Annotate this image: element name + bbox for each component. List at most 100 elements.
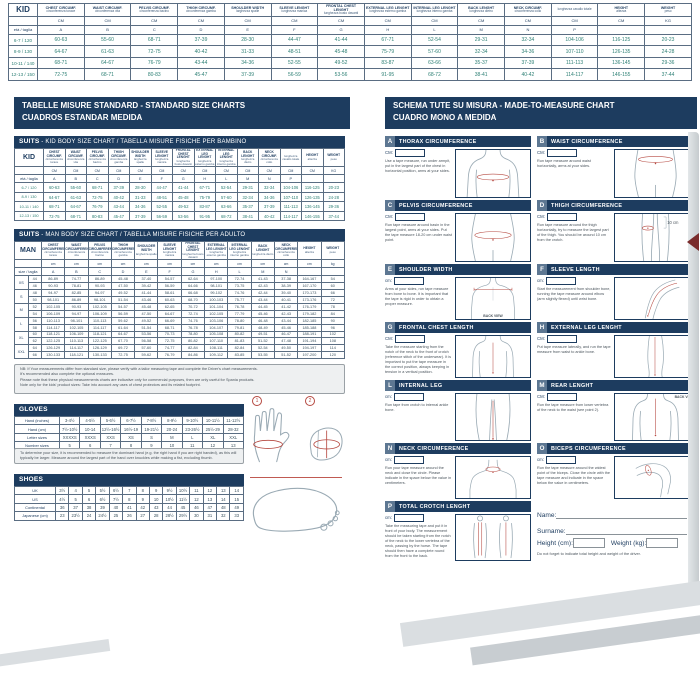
figure-biceps [614,456,697,499]
table-cell: 66 [320,289,346,298]
table-cell: 75-79 [193,191,216,203]
table-cell: 27 [135,511,150,521]
section-instructions: CM: Put tape measure laterally, and run … [537,335,611,354]
table-cell: 40-41 [273,296,299,304]
cm-input-n[interactable] [393,456,424,464]
table-cell: 80-82 [227,330,252,339]
table-cell: 114-117 [64,344,89,353]
table-cell: 90 [320,316,346,325]
table-cell: CM [43,166,66,176]
cm-input-p[interactable] [393,514,424,522]
cm-input-c[interactable] [394,213,425,221]
table-cell: 42-44 [250,289,275,298]
table-cell: 47-48 [273,337,299,346]
standard-charts-header-line1: TABELLE MISURE STANDARD - STANDARD SIZE … [22,101,246,110]
table-cell: 68-70 [180,296,206,304]
table-cell: 45-47 [107,210,130,222]
surname-field[interactable] [565,524,687,535]
cm-input-o[interactable] [545,456,576,464]
cm-input-d[interactable] [546,213,577,221]
table-row: 6-7 / 120 60-63 55-60 68-71 37-39 28-30 44-47 4… [8,33,692,47]
cm-input-m[interactable] [546,393,577,401]
table-cell: 45-48 [110,275,136,284]
table-cell: 64-67 [157,309,182,318]
table-cell: CM [301,166,324,176]
table-cell: 54-57 [110,302,136,311]
table-cell: CM [37,15,85,26]
glove-marker-2: 2 [305,396,315,406]
table-cell: NECK CIRCUMF. circonferenza collo [258,147,281,168]
table-cell: 68-71 [43,201,66,212]
table-cell: L [410,24,459,35]
table-cell [597,24,646,35]
table-cell: 33 [229,511,244,521]
table-cell: 12½-16½ [99,424,122,434]
cm-input-b[interactable] [546,149,577,157]
table-cell: 37-39 [129,210,152,222]
man-chart-title-bar: SUITS - MAN BODY SIZE CHART / TABELLA MI… [14,229,345,241]
table-cell: 176-179 [297,302,322,311]
table-cell: kg [320,259,346,269]
section-title: PELVIS CIRCUMFERENCE [399,202,473,209]
table-cell: XXL [222,432,244,443]
table-cell: XS [14,275,29,291]
table-cell: SHOULDER WIDTH larghezza spalle [129,147,152,168]
table-cell: 104-106 [550,33,599,47]
table-cell: 81-83 [227,337,252,346]
weight-field[interactable] [646,538,679,548]
table-row: XXL 64 126-129 114-117 126-129 69-72 57-60 74-7… [14,344,346,360]
table-cell: 14 [229,485,244,496]
cm-input-a[interactable] [394,149,425,157]
table-cell: H [193,174,216,184]
table-cell: 9-10½ [181,415,204,426]
cm-input-e[interactable] [393,277,424,285]
section-letter-badge: B [537,136,547,147]
table-row: 12-13 / 150 72-75 68-71 80-83 45-47 37-39 56-5… [14,210,345,222]
table-cell: 91-95 [363,68,412,81]
table-cell: 48-51 [150,191,173,203]
table-cell: 35-37 [457,56,506,70]
table-cell: 86-89 [64,296,89,304]
cm-field-row: cm: [537,456,611,464]
table-cell: 51-52 [250,337,275,346]
section-letter-badge: E [385,264,395,275]
table-cell: 146-155 [301,210,324,222]
table-cell: M [250,267,275,277]
table-cell: 40-42 [107,191,130,203]
name-field[interactable] [556,508,687,519]
table-cell: 31-33 [223,45,272,58]
units-row: CM CM CM CM CM CM CM CM CM CM CM CM CM KG [14,166,345,176]
cm-input-f[interactable] [545,277,576,285]
table-cell: 49-52 [172,201,195,212]
gloves-title: GLOVES [19,406,48,413]
table-cell: 19-21½ [140,424,163,434]
table-cell: NECK CIRCUMFERENCEcirconferenza collo [273,240,299,261]
table-cell: 63-66 [410,56,459,70]
table-cell: H [204,267,229,277]
table-cell: 31-33 [129,191,152,203]
table-cell: 116-125 [301,182,324,193]
table-cell: cm [180,259,206,269]
table-cell: 48 [27,289,42,298]
cm-input-l[interactable] [393,393,424,401]
cm-input-h[interactable] [546,335,577,343]
table-cell: 8-9½ [161,415,183,426]
table-cell: 173-176 [297,296,322,304]
table-cell: 35-37 [236,201,259,212]
cm-input-g[interactable] [394,335,425,343]
table-cell: NECK CIRCUMF. circonferenza collo [504,3,552,17]
table-cell: 62-65 [157,302,182,311]
table-cell: 41-44 [134,289,159,298]
section-title: SHOULDER WIDTH [399,266,453,273]
table-cell: 52-55 [270,56,319,70]
table-cell: 9 [135,494,150,504]
table-cell: S [140,432,163,443]
table-cell: CM [363,15,412,26]
table-cell: 24½ [95,511,110,521]
glove-marker-1: 1 [252,396,262,406]
table-cell: 34-36 [504,45,552,58]
table-cell: 114-117 [279,210,302,222]
table-cell: 110-113 [64,337,89,346]
table-cell: CM [279,166,302,176]
height-field[interactable] [572,538,605,548]
